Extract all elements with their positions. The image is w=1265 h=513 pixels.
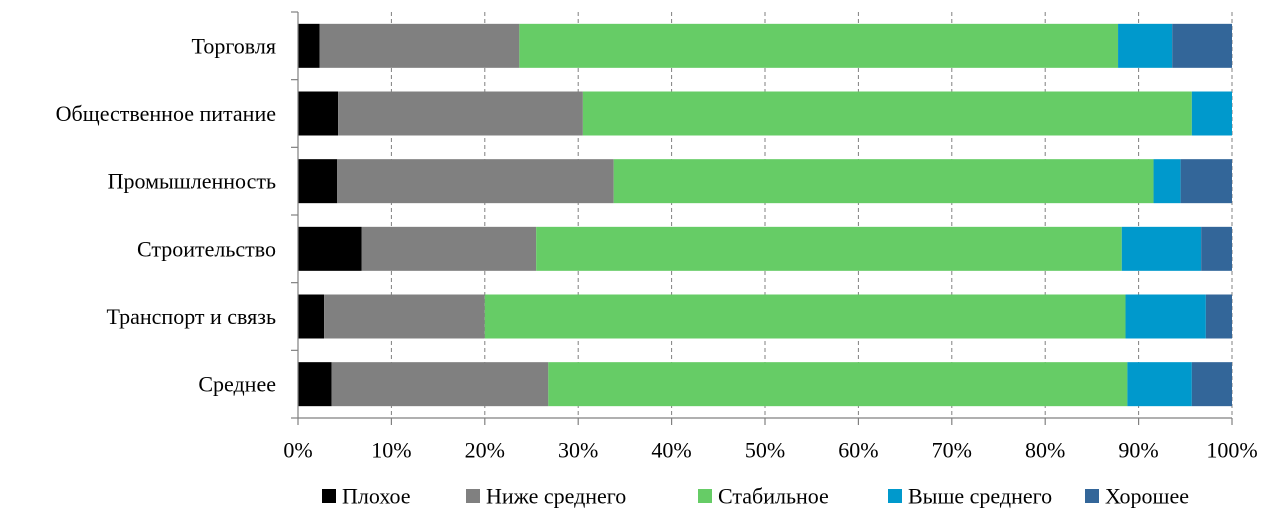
bar-segment [298,23,320,68]
legend-label: Стабильное [718,484,829,509]
bar-segment [519,23,1119,68]
category-label: Транспорт и связь [107,304,276,329]
bar-segment [536,226,1122,271]
legend-label: Плохое [342,484,411,509]
x-tick-label: 50% [745,438,785,463]
axes [291,11,1233,425]
bar-segment [298,294,325,339]
bar-segment [298,226,362,271]
bar-segment [1205,294,1232,339]
bar-segment [548,362,1128,407]
legend: Плохое Ниже среднего Стабильное Выше средне… [322,484,1189,509]
category-label: Торговля [192,33,276,58]
bar-segment [298,159,338,204]
bar-segment [1191,91,1232,136]
bar-segment [613,159,1154,204]
gridlines [390,12,1233,418]
bar-segment [1118,23,1173,68]
bar-segment [1153,159,1181,204]
bar-segment [331,362,549,407]
legend-swatch [466,489,480,503]
x-tick-label: 30% [558,438,598,463]
bar-segment [484,294,1126,339]
legend-label: Хорошее [1105,484,1189,509]
category-labels: Торговля Общественное питание Промышленнос… [56,33,276,396]
x-tick-label: 40% [651,438,691,463]
category-label: Среднее [198,372,276,397]
legend-label: Выше среднего [908,484,1052,509]
x-tick-label: 80% [1025,438,1065,463]
bar-segment [1180,159,1232,204]
legend-label: Ниже среднего [486,484,626,509]
bar-segment [1127,362,1192,407]
bar-segment [337,159,614,204]
bar-segment [582,91,1192,136]
bar-segment [319,23,520,68]
bar-segment [298,362,332,407]
x-tick-label: 20% [465,438,505,463]
x-tick-label: 0% [283,438,312,463]
bar-segment [1121,226,1202,271]
legend-swatch [698,489,712,503]
bar-segment [1201,226,1232,271]
legend-swatch [888,489,902,503]
bar-segment [1191,362,1232,407]
x-tick-label: 100% [1206,438,1257,463]
x-tick-label: 10% [371,438,411,463]
category-label: Строительство [137,236,276,261]
bar-segment [298,91,339,136]
bar-segment [1172,23,1232,68]
bar-segment [324,294,485,339]
x-tick-labels: 0% 10% 20% 30% 40% 50% 60% 70% 80% 90% 100% [283,438,1257,463]
category-label: Промышленность [108,169,276,194]
bar-segment [361,226,537,271]
legend-swatch [322,489,336,503]
x-tick-label: 60% [838,438,878,463]
category-label: Общественное питание [56,101,276,126]
x-tick-label: 70% [932,438,972,463]
bar-segment [1125,294,1206,339]
legend-swatch [1085,489,1099,503]
bar-segment [338,91,583,136]
bars [298,23,1232,407]
x-tick-label: 90% [1118,438,1158,463]
